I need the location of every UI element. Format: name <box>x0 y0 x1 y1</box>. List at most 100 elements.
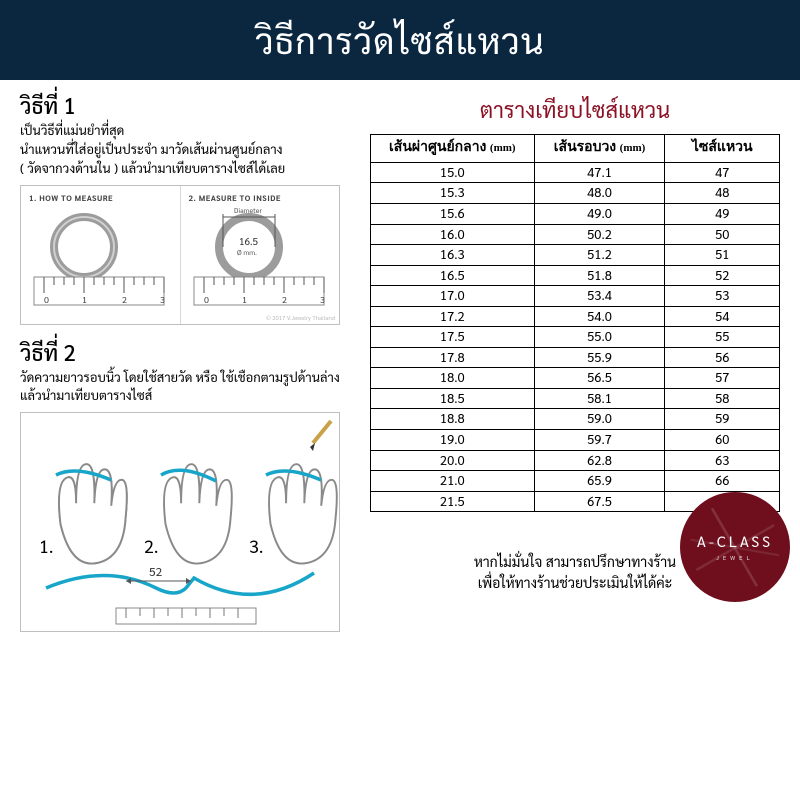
size-table-row: 16.050.250 <box>371 224 780 245</box>
size-table-cell: 15.6 <box>371 203 535 224</box>
size-table-cell: 67.5 <box>534 491 665 512</box>
size-table-header: เส้นผ่าศูนย์กลาง (mm) <box>371 135 535 163</box>
size-table-cell: 51.2 <box>534 245 665 266</box>
size-table-cell: 15.0 <box>371 162 535 183</box>
svg-text:2.: 2. <box>144 535 158 558</box>
size-table-cell: 17.5 <box>371 327 535 348</box>
size-table-row: 15.348.048 <box>371 183 780 204</box>
size-table-cell: 55 <box>665 327 780 348</box>
method2-desc: วัดความยาวรอบนิ้ว โดยใช้สายวัด หรือ ใช้เ… <box>20 369 350 407</box>
svg-text:1.: 1. <box>39 535 53 558</box>
method1-figure: 1. HOW TO MEASURE 0 1 <box>20 185 340 325</box>
size-table-cell: 59 <box>665 409 780 430</box>
size-table-cell: 16.0 <box>371 224 535 245</box>
size-table-cell: 57 <box>665 368 780 389</box>
size-table-cell: 55.9 <box>534 347 665 368</box>
size-table-cell: 62.8 <box>534 450 665 471</box>
svg-text:2: 2 <box>122 294 127 306</box>
size-table-cell: 55.0 <box>534 327 665 348</box>
size-table-row: 18.558.158 <box>371 388 780 409</box>
page-title: วิธีการวัดไซส์แหวน <box>255 17 545 63</box>
size-table-cell: 66 <box>665 471 780 492</box>
size-table-cell: 63 <box>665 450 780 471</box>
size-table-cell: 53 <box>665 286 780 307</box>
size-table-cell: 19.0 <box>371 430 535 451</box>
size-table-cell: 56.5 <box>534 368 665 389</box>
size-table-cell: 60 <box>665 430 780 451</box>
size-table-row: 18.859.059 <box>371 409 780 430</box>
size-table-cell: 51 <box>665 245 780 266</box>
size-table-cell: 48.0 <box>534 183 665 204</box>
size-table-cell: 51.8 <box>534 265 665 286</box>
method2-heading: วิธีที่ 2 <box>20 339 350 367</box>
diameter-value: 16.5 <box>239 235 259 248</box>
svg-text:3.: 3. <box>249 535 263 558</box>
size-table-row: 15.047.147 <box>371 162 780 183</box>
tape-measure-value: 52 <box>149 563 163 579</box>
ring-on-ruler-illustration: 0 1 2 3 <box>29 205 169 315</box>
size-table-row: 15.649.049 <box>371 203 780 224</box>
size-table-cell: 15.3 <box>371 183 535 204</box>
size-table-cell: 49.0 <box>534 203 665 224</box>
size-table-cell: 20.0 <box>371 450 535 471</box>
size-table-cell: 16.5 <box>371 265 535 286</box>
size-table-cell: 58.1 <box>534 388 665 409</box>
size-table-cell: 54 <box>665 306 780 327</box>
size-table-row: 16.351.251 <box>371 245 780 266</box>
size-table-cell: 47 <box>665 162 780 183</box>
size-table-cell: 18.8 <box>371 409 535 430</box>
svg-text:0: 0 <box>44 294 49 306</box>
header-banner: วิธีการวัดไซส์แหวน <box>0 0 800 80</box>
size-table-cell: 47.1 <box>534 162 665 183</box>
method1-desc: เป็นวิธีที่แม่นยำที่สุดนำแหวนที่ใส่อยู่เ… <box>20 122 350 179</box>
size-table-row: 17.555.055 <box>371 327 780 348</box>
size-table-row: 16.551.852 <box>371 265 780 286</box>
svg-text:Ø mm.: Ø mm. <box>237 248 257 257</box>
svg-text:3: 3 <box>320 294 325 306</box>
size-table-cell: 52 <box>665 265 780 286</box>
size-table-cell: 56 <box>665 347 780 368</box>
figure-credit: © 2017 V.Jewelry Thailand <box>266 315 335 322</box>
size-table-cell: 65.9 <box>534 471 665 492</box>
size-table-title: ตารางเทียบไซส์แหวน <box>370 96 780 124</box>
diameter-label: Diameter <box>234 206 262 215</box>
size-table-row: 19.059.760 <box>371 430 780 451</box>
svg-text:1: 1 <box>82 294 87 306</box>
size-table-cell: 17.0 <box>371 286 535 307</box>
size-table-row: 18.056.557 <box>371 368 780 389</box>
brand-logo-line1: A-CLASS <box>697 531 773 554</box>
size-table-cell: 59.0 <box>534 409 665 430</box>
size-table-cell: 16.3 <box>371 245 535 266</box>
size-table-cell: 53.4 <box>534 286 665 307</box>
size-table-cell: 48 <box>665 183 780 204</box>
ring-size-table: เส้นผ่าศูนย์กลาง (mm)เส้นรอบวง (mm)ไซส์แ… <box>370 134 780 512</box>
size-table-cell: 21.5 <box>371 491 535 512</box>
size-table-header: เส้นรอบวง (mm) <box>534 135 665 163</box>
size-table-cell: 50 <box>665 224 780 245</box>
size-table-cell: 18.5 <box>371 388 535 409</box>
size-table-cell: 17.8 <box>371 347 535 368</box>
size-table-row: 21.065.966 <box>371 471 780 492</box>
size-table-header: ไซส์แหวน <box>665 135 780 163</box>
size-table-cell: 59.7 <box>534 430 665 451</box>
svg-text:1: 1 <box>242 294 247 306</box>
size-table-cell: 49 <box>665 203 780 224</box>
size-table-cell: 18.0 <box>371 368 535 389</box>
size-table-row: 17.254.054 <box>371 306 780 327</box>
method1-panel-a-caption: 1. HOW TO MEASURE <box>29 192 172 203</box>
size-table-cell: 54.0 <box>534 306 665 327</box>
svg-text:0: 0 <box>204 294 209 306</box>
size-table-row: 17.053.453 <box>371 286 780 307</box>
method1-panel-b-caption: 2. MEASURE TO INSIDE <box>189 192 332 203</box>
brand-logo: A-CLASS JEWEL <box>680 492 790 602</box>
size-table-row: 17.855.956 <box>371 347 780 368</box>
method2-figure: 1. 2. 3. 52 <box>20 412 340 632</box>
size-table-cell: 58 <box>665 388 780 409</box>
svg-text:2: 2 <box>282 294 287 306</box>
svg-text:3: 3 <box>160 294 165 306</box>
brand-logo-line2: JEWEL <box>716 554 754 563</box>
method1-heading: วิธีที่ 1 <box>20 92 350 120</box>
ring-diameter-illustration: Diameter 16.5 Ø mm. 0 <box>189 205 329 315</box>
size-table-cell: 21.0 <box>371 471 535 492</box>
size-table-row: 20.062.863 <box>371 450 780 471</box>
